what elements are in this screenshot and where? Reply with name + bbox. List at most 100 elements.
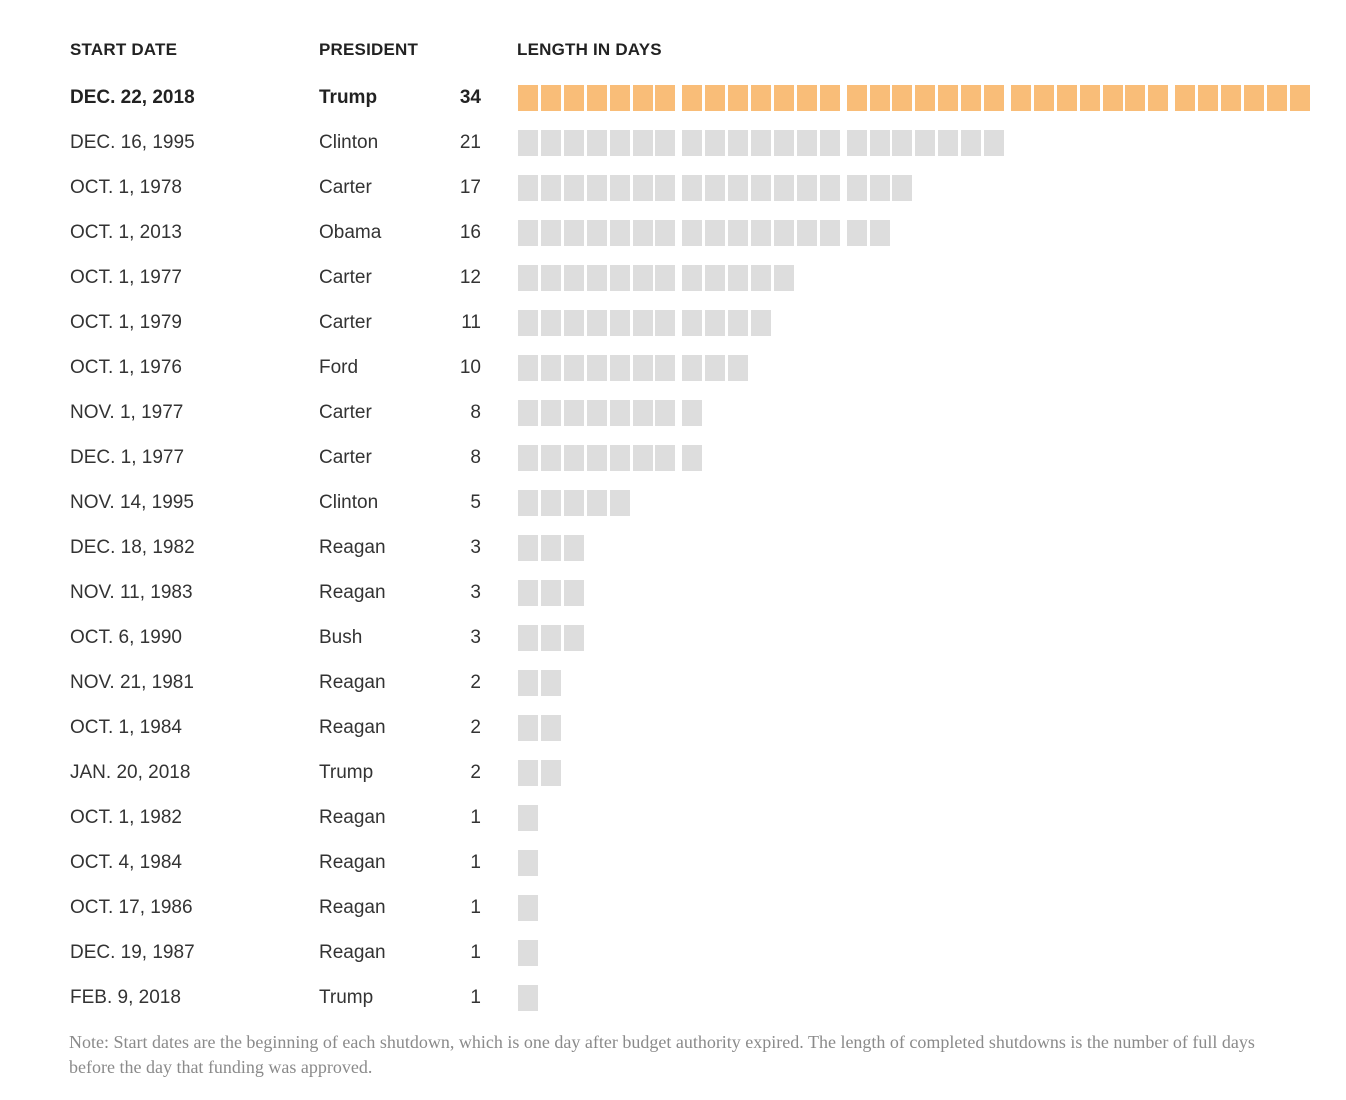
day-square: [961, 85, 982, 111]
length-cell: 2: [470, 672, 481, 693]
day-square: [819, 175, 840, 201]
day-square: [563, 85, 584, 111]
day-square: [540, 445, 561, 471]
day-square: [609, 130, 630, 156]
table-row: OCT. 1, 1979 Carter 11: [0, 300, 1346, 345]
day-square: [846, 130, 867, 156]
president-cell: Reagan: [319, 942, 386, 963]
day-square: [540, 400, 561, 426]
day-square: [1221, 85, 1241, 111]
president-cell: Reagan: [319, 537, 386, 558]
day-square: [586, 220, 607, 246]
day-square: [632, 400, 653, 426]
day-square: [518, 535, 538, 561]
president-cell: Clinton: [319, 492, 379, 513]
length-cell: 2: [470, 762, 481, 783]
day-square: [773, 265, 794, 291]
day-square: [540, 490, 561, 516]
day-square: [1079, 85, 1100, 111]
start-date-cell: DEC. 16, 1995: [70, 132, 195, 153]
day-square: [518, 220, 538, 246]
length-cell: 2: [470, 717, 481, 738]
length-cell: 34: [459, 87, 481, 108]
table-row: NOV. 1, 1977 Carter 8: [0, 390, 1346, 435]
day-square: [1125, 85, 1146, 111]
table-row: DEC. 16, 1995 Clinton 21: [0, 120, 1346, 165]
day-square: [586, 355, 607, 381]
day-square: [751, 85, 771, 111]
day-square: [518, 265, 538, 291]
day-square: [632, 445, 653, 471]
length-cell: 3: [470, 627, 481, 648]
day-square: [1148, 85, 1169, 111]
day-square: [938, 130, 959, 156]
day-square: [518, 130, 538, 156]
start-date-cell: NOV. 11, 1983: [70, 582, 193, 603]
day-square: [518, 625, 538, 651]
day-square: [655, 355, 676, 381]
footnote: Note: Start dates are the beginning of e…: [69, 1032, 1255, 1077]
day-square: [540, 715, 561, 741]
day-square: [892, 130, 913, 156]
day-square: [632, 85, 653, 111]
day-square: [632, 220, 653, 246]
day-square: [705, 355, 726, 381]
column-header-president: PRESIDENT: [319, 40, 419, 59]
start-date-cell: OCT. 1, 1982: [70, 807, 182, 828]
day-square: [540, 85, 561, 111]
length-cell: 17: [459, 177, 481, 198]
day-square: [682, 175, 703, 201]
start-date-cell: OCT. 17, 1986: [70, 897, 193, 918]
day-square: [915, 130, 936, 156]
day-square: [728, 175, 749, 201]
day-square: [609, 85, 630, 111]
president-cell: Carter: [319, 177, 372, 198]
start-date-cell: DEC. 22, 2018: [70, 87, 195, 108]
table-row: FEB. 9, 2018 Trump 1: [0, 975, 1346, 1020]
day-square: [563, 265, 584, 291]
day-square: [751, 310, 771, 336]
day-square: [518, 85, 538, 111]
day-square: [632, 310, 653, 336]
day-square: [705, 310, 726, 336]
day-square: [984, 130, 1004, 156]
day-square: [796, 85, 817, 111]
day-square: [609, 310, 630, 336]
president-cell: Trump: [319, 762, 374, 783]
day-square: [846, 175, 867, 201]
day-square: [518, 715, 538, 741]
start-date-cell: OCT. 1, 2013: [70, 222, 182, 243]
day-square: [1243, 85, 1264, 111]
day-square: [938, 85, 959, 111]
day-square: [682, 310, 703, 336]
day-square: [819, 130, 840, 156]
day-square: [540, 310, 561, 336]
length-cell: 11: [461, 312, 481, 333]
day-square: [655, 85, 676, 111]
day-square: [796, 175, 817, 201]
day-square: [682, 220, 703, 246]
day-square: [655, 175, 676, 201]
day-square: [586, 490, 607, 516]
day-square: [540, 580, 561, 606]
day-square: [540, 265, 561, 291]
day-square: [728, 310, 749, 336]
day-square: [682, 265, 703, 291]
day-square: [728, 85, 749, 111]
day-square: [1033, 85, 1054, 111]
table-row: OCT. 6, 1990 Bush 3: [0, 615, 1346, 660]
column-header-length: LENGTH IN DAYS: [517, 40, 662, 59]
day-square: [728, 355, 749, 381]
day-square: [563, 580, 584, 606]
day-square: [846, 85, 867, 111]
day-square: [563, 130, 584, 156]
length-cell: 5: [470, 492, 481, 513]
president-cell: Obama: [319, 222, 382, 243]
president-cell: Trump: [319, 987, 374, 1008]
day-square: [728, 130, 749, 156]
day-square: [682, 445, 703, 471]
start-date-cell: NOV. 21, 1981: [70, 672, 194, 693]
start-date-cell: DEC. 1, 1977: [70, 447, 185, 468]
day-square: [518, 805, 538, 831]
day-square: [961, 130, 982, 156]
